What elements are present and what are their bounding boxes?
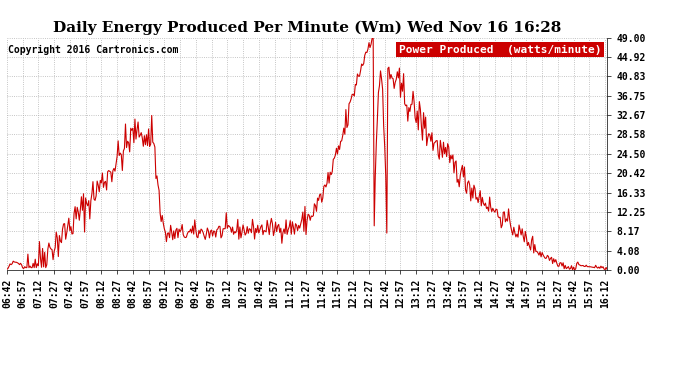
Title: Daily Energy Produced Per Minute (Wm) Wed Nov 16 16:28: Daily Energy Produced Per Minute (Wm) We… xyxy=(53,21,561,35)
Text: Copyright 2016 Cartronics.com: Copyright 2016 Cartronics.com xyxy=(8,45,179,54)
Text: Power Produced  (watts/minute): Power Produced (watts/minute) xyxy=(399,45,601,54)
